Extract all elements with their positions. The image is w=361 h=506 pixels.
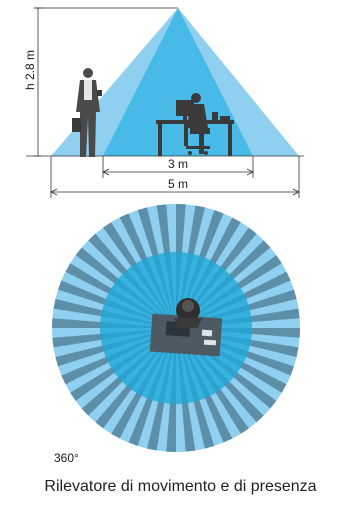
inner-width-dimension	[102, 156, 254, 178]
seated-person-at-desk-icon	[156, 93, 234, 156]
side-view: h 2.8 m	[23, 7, 304, 198]
person-top-view-icon	[149, 298, 223, 357]
height-label: h 2.8 m	[23, 50, 37, 90]
inner-width-label: 3 m	[168, 157, 188, 171]
top-view: 360°	[52, 204, 300, 465]
caption: Rilevatore di movimento e di presenza	[44, 478, 317, 495]
outer-width-dimension	[50, 156, 300, 198]
angle-label: 360°	[54, 451, 79, 465]
height-dimension	[34, 7, 42, 157]
detector-coverage-diagram: h 2.8 m	[23, 7, 304, 465]
outer-width-label: 5 m	[168, 177, 188, 191]
standing-person-icon	[72, 68, 102, 157]
